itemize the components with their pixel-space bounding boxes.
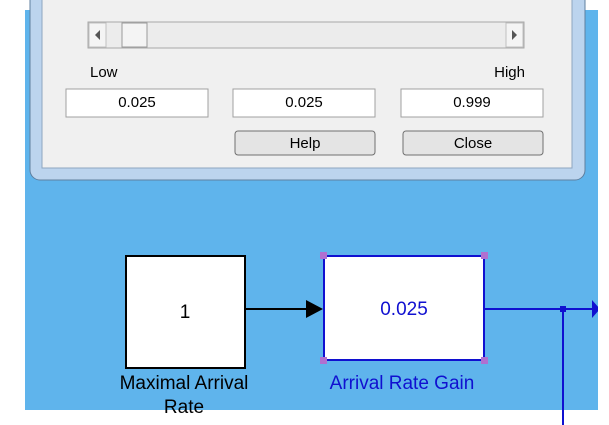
arrow-icon <box>95 30 100 40</box>
arrowhead <box>592 300 600 318</box>
edit-box[interactable] <box>232 88 376 118</box>
edit-text: 0.999 <box>453 94 491 111</box>
edit-text: 0.025 <box>285 94 323 111</box>
right-margin <box>598 0 609 425</box>
button-label: Close <box>454 135 492 152</box>
block-label: Maximal Arrival <box>120 373 249 394</box>
edit-text: 0.025 <box>118 94 156 111</box>
edit-box[interactable] <box>65 88 209 118</box>
arrowhead <box>306 300 323 318</box>
button-label: Help <box>290 135 321 152</box>
arrow-icon <box>512 30 517 40</box>
block-value: 1 <box>180 302 191 323</box>
gain-block[interactable]: 0.025 <box>320 252 488 364</box>
block-box[interactable] <box>125 255 246 369</box>
constant-block[interactable]: 1 <box>125 255 246 369</box>
scroll-thumb[interactable] <box>121 22 148 48</box>
handle[interactable] <box>320 252 327 259</box>
edit-box[interactable] <box>400 88 544 118</box>
scrollbar[interactable] <box>87 21 525 49</box>
button[interactable] <box>402 130 544 156</box>
button[interactable] <box>234 130 376 156</box>
handle[interactable] <box>320 357 327 364</box>
block-box[interactable] <box>323 255 485 361</box>
high-label: High <box>494 64 525 81</box>
branch-point <box>560 306 566 312</box>
handle[interactable] <box>481 252 488 259</box>
handle[interactable] <box>481 357 488 364</box>
block-label: Arrival Rate Gain <box>330 373 475 394</box>
block-label: Rate <box>164 397 204 418</box>
block-value: 0.025 <box>380 299 428 320</box>
scroll-track[interactable] <box>87 21 525 49</box>
low-label: Low <box>90 64 118 81</box>
